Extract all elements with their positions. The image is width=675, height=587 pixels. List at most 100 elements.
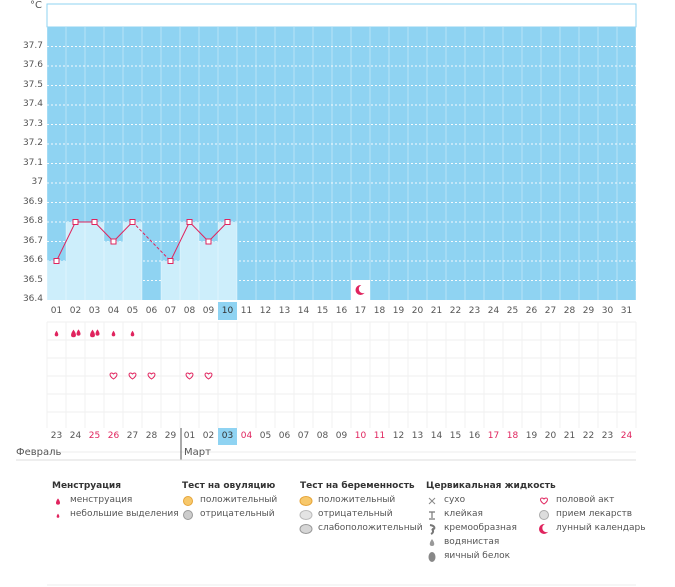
y-tick-label: 36.9 [22, 196, 43, 207]
temperature-bar [218, 222, 237, 300]
calendar-date-label: 17 [487, 431, 500, 441]
y-tick-label: 36.5 [22, 274, 43, 285]
cycle-day-label: 29 [582, 306, 595, 316]
cycle-day-label: 25 [506, 306, 519, 316]
cross-icon [428, 497, 436, 505]
temperature-point [72, 219, 79, 225]
circle-icon [299, 524, 313, 534]
temperature-point [110, 238, 117, 245]
calendar-date-label: 02 [202, 431, 215, 441]
calendar-date-label: 09 [335, 431, 348, 441]
heart-icon [109, 372, 118, 380]
calendar-date-label: 11 [373, 431, 386, 441]
calendar-date-label: 08 [316, 431, 329, 441]
legend-item: лунный календарь [556, 523, 646, 533]
cycle-day-label: 09 [202, 306, 215, 316]
temperature-bar [180, 222, 199, 300]
calendar-date-label: 19 [525, 431, 538, 441]
temperature-bar [123, 222, 142, 300]
calendar-date-label: 13 [411, 431, 424, 441]
heart-icon [185, 372, 194, 380]
cycle-day-label: 26 [525, 306, 538, 316]
calendar-date-label: 24 [620, 431, 633, 441]
calendar-date-label: 05 [259, 431, 272, 441]
legend-item: отрицательный [318, 509, 393, 519]
cycle-day-label: 11 [240, 306, 253, 316]
calendar-date-label: 24 [69, 431, 82, 441]
egg-white-icon [428, 552, 436, 562]
calendar-date-label: 27 [126, 431, 139, 441]
calendar-date-label: 26 [107, 431, 120, 441]
cycle-day-label: 24 [487, 306, 500, 316]
calendar-date-label: 21 [563, 431, 576, 441]
y-tick-label: 37.1 [22, 157, 43, 168]
legend-item: яичный белок [444, 551, 511, 561]
calendar-date-label: 04 [240, 431, 253, 441]
cycle-day-label: 06 [145, 306, 158, 316]
legend-title: Менструация [52, 481, 121, 491]
cycle-day-label: 28 [563, 306, 576, 316]
heart-icon [128, 372, 137, 380]
calendar-date-label: 01 [183, 431, 196, 441]
temperature-line [189, 221, 209, 242]
temperature-bar [199, 241, 218, 300]
calendar-date-label: 20 [544, 431, 557, 441]
temperature-point [91, 219, 98, 225]
legend-item: водянистая [444, 537, 500, 547]
heart-icon [147, 372, 156, 380]
y-tick-label: 37.7 [22, 40, 43, 51]
cycle-day-label: 27 [544, 306, 557, 316]
chart-top-margin [46, 3, 637, 28]
y-tick-label: 36.6 [22, 255, 43, 265]
calendar-date-label: 25 [88, 431, 101, 441]
temperature-line [113, 221, 133, 242]
y-tick-label: 37.2 [22, 138, 43, 148]
legend-item: менструация [70, 495, 133, 505]
moon-icon-cutout [358, 284, 368, 294]
temperature-point [129, 219, 136, 225]
water-drop-icon [429, 539, 435, 546]
circle-icon [183, 496, 193, 506]
y-tick-label: 36.4 [22, 294, 43, 304]
calendar-date-label: 23 [50, 431, 63, 441]
cycle-day-label: 10 [218, 302, 237, 320]
cycle-day-label: 04 [107, 306, 120, 316]
temperature-point [53, 258, 60, 264]
cycle-day-label: 15 [316, 306, 329, 316]
y-tick-label: 37.4 [22, 99, 43, 109]
cycle-day-label: 07 [164, 306, 177, 316]
y-tick-label: 36.8 [22, 216, 43, 226]
cycle-day-label: 23 [468, 306, 481, 316]
calendar-date-label: 03 [218, 428, 237, 445]
temperature-bar [104, 241, 123, 300]
temperature-line [170, 221, 190, 262]
calendar-date-label: 14 [430, 431, 443, 441]
calendar-date-label: 29 [164, 431, 177, 441]
calendar-date-label: 12 [392, 431, 405, 441]
cycle-day-label: 13 [278, 306, 291, 316]
calendar-date-label: 10 [354, 431, 367, 441]
circle-icon [183, 510, 193, 520]
y-tick-label: 36.7 [22, 235, 43, 246]
calendar-date-label: 06 [278, 431, 291, 441]
cycle-day-label: 14 [297, 306, 310, 316]
cycle-day-label: 18 [373, 306, 386, 316]
heart-icon [540, 497, 548, 505]
legend-item: клейкая [444, 509, 483, 519]
drop-icon [56, 513, 60, 518]
drop-icon [71, 329, 76, 338]
creamy-icon [429, 524, 436, 535]
drop-icon [76, 329, 81, 336]
cycle-day-label: 30 [601, 306, 614, 316]
temperature-bar [47, 261, 66, 300]
temperature-point [205, 238, 212, 245]
calendar-date-label: 28 [145, 431, 158, 441]
circle-icon [299, 496, 313, 506]
legend-item: отрицательный [200, 509, 275, 519]
y-tick-label: 37.6 [22, 60, 43, 70]
legend-item: слабоположительный [318, 523, 423, 533]
cycle-day-label: 16 [335, 306, 348, 316]
cycle-day-label: 21 [430, 306, 443, 316]
temperature-bar [66, 222, 85, 300]
